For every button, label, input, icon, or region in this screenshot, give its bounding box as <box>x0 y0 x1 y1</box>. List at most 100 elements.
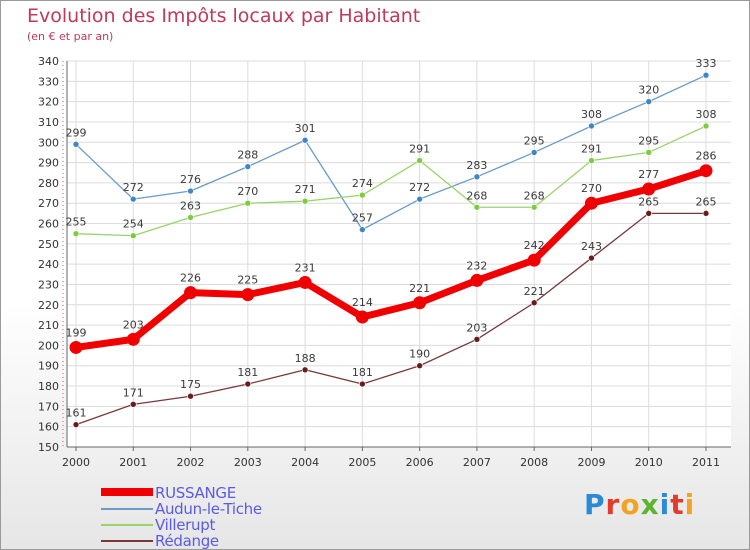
data-label-russange: 214 <box>352 296 373 309</box>
data-label-russange: 286 <box>696 150 717 163</box>
data-label-russange: 199 <box>66 326 87 339</box>
y-tick-label: 220 <box>38 299 59 312</box>
data-point-audun-le-tiche <box>244 163 252 170</box>
data-point-russange <box>126 332 140 346</box>
data-point-villerupt <box>416 157 423 164</box>
logo-letter: P <box>584 488 606 521</box>
data-point-r-dange <box>702 210 710 217</box>
y-tick-label: 200 <box>38 339 59 352</box>
x-tick-label: 2005 <box>348 456 376 469</box>
data-point-audun-le-tiche <box>129 195 137 203</box>
logo-letter: o <box>620 488 641 521</box>
data-label-audun-le-tiche: 301 <box>295 122 316 135</box>
data-point-r-dange <box>588 254 595 262</box>
y-tick-label: 270 <box>38 197 59 210</box>
data-point-villerupt <box>72 230 80 237</box>
data-point-russange <box>241 288 255 302</box>
legend-swatch-russange <box>101 488 153 496</box>
data-label-r-dange: 161 <box>66 407 87 420</box>
data-label-russange: 231 <box>295 261 316 274</box>
data-point-audun-le-tiche <box>702 71 710 79</box>
legend-swatch-audun-le-tiche <box>101 508 153 510</box>
data-point-r-dange <box>645 210 653 217</box>
data-label-r-dange: 221 <box>524 285 545 298</box>
x-tick-label: 2003 <box>234 456 262 469</box>
y-tick-label: 290 <box>38 157 59 170</box>
data-point-russange <box>642 182 656 196</box>
data-label-villerupt: 274 <box>352 177 373 190</box>
data-label-r-dange: 265 <box>638 195 659 208</box>
data-point-russange <box>699 164 713 178</box>
data-label-r-dange: 203 <box>466 321 487 334</box>
data-label-russange: 226 <box>180 272 201 285</box>
data-point-villerupt <box>359 191 366 199</box>
data-label-r-dange: 171 <box>123 386 144 399</box>
y-tick-label: 310 <box>38 116 59 129</box>
y-tick-label: 250 <box>38 238 59 251</box>
x-tick-label: 2006 <box>406 456 434 469</box>
data-label-russange: 242 <box>524 239 545 252</box>
data-point-russange <box>470 273 484 287</box>
data-point-r-dange <box>129 401 137 408</box>
data-label-villerupt: 291 <box>581 143 602 156</box>
data-label-audun-le-tiche: 288 <box>237 149 258 162</box>
series-line-villerupt <box>75 125 707 237</box>
data-label-villerupt: 255 <box>66 216 87 229</box>
data-point-villerupt <box>588 157 595 164</box>
y-tick-label: 150 <box>38 441 59 454</box>
y-tick-label: 210 <box>38 319 59 332</box>
x-tick-label: 2009 <box>577 456 605 469</box>
data-point-russange <box>355 310 369 324</box>
data-label-villerupt: 295 <box>638 134 659 147</box>
data-point-audun-le-tiche <box>473 173 481 181</box>
data-label-audun-le-tiche: 272 <box>123 181 144 194</box>
data-point-audun-le-tiche <box>72 140 80 148</box>
data-label-r-dange: 181 <box>352 366 373 379</box>
data-point-russange <box>584 196 598 210</box>
logo-letter: r <box>605 488 621 521</box>
data-point-villerupt <box>645 149 653 156</box>
data-point-audun-le-tiche <box>359 226 366 233</box>
data-label-villerupt: 254 <box>123 218 144 231</box>
data-label-audun-le-tiche: 283 <box>466 159 487 172</box>
series-line-russange <box>72 167 710 351</box>
data-label-r-dange: 243 <box>581 240 602 253</box>
x-tick-label: 2000 <box>62 456 90 469</box>
data-point-russange <box>69 340 83 354</box>
chart-title: Evolution des Impôts locaux par Habitant <box>27 5 421 27</box>
data-point-r-dange <box>301 366 309 374</box>
legend-label-villerupt: Villerupt <box>155 516 216 534</box>
y-tick-label: 300 <box>38 136 59 149</box>
legend-label-russange: RUSSANGE <box>155 484 236 502</box>
y-tick-label: 330 <box>38 75 59 88</box>
data-point-audun-le-tiche <box>645 98 653 105</box>
legend-swatch-redange <box>101 540 153 542</box>
data-point-r-dange <box>359 380 366 388</box>
data-point-r-dange <box>416 362 423 370</box>
logo-letter: i <box>684 488 696 521</box>
data-label-russange: 232 <box>466 259 487 272</box>
data-point-villerupt <box>301 197 309 205</box>
data-label-audun-le-tiche: 333 <box>696 57 717 70</box>
data-label-audun-le-tiche: 295 <box>524 134 545 147</box>
data-label-russange: 277 <box>638 168 659 181</box>
data-point-audun-le-tiche <box>187 187 194 195</box>
data-point-audun-le-tiche <box>416 195 423 203</box>
data-label-r-dange: 175 <box>180 378 201 391</box>
y-tick-label: 230 <box>38 278 59 291</box>
data-point-r-dange <box>244 380 252 388</box>
data-label-r-dange: 190 <box>409 348 430 361</box>
logo-letter: i <box>659 488 671 521</box>
data-point-villerupt <box>129 232 137 240</box>
y-tick-label: 180 <box>38 380 59 393</box>
data-label-audun-le-tiche: 299 <box>66 126 87 139</box>
logo-letter: x <box>640 488 660 521</box>
legend-label-audun-le-tiche: Audun-le-Tiche <box>155 500 262 518</box>
data-label-r-dange: 265 <box>696 195 717 208</box>
data-point-villerupt <box>530 203 538 211</box>
data-point-audun-le-tiche <box>301 136 309 144</box>
x-tick-label: 2002 <box>177 456 205 469</box>
y-tick-label: 340 <box>38 55 59 68</box>
logo-letter: t <box>670 488 685 521</box>
